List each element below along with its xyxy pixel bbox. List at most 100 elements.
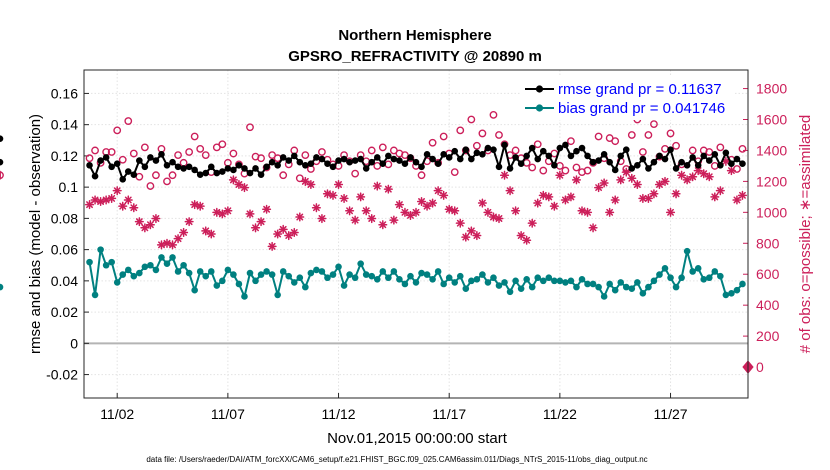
bias-point-77 xyxy=(512,277,519,285)
bias-point-66 xyxy=(451,279,459,286)
bias-point-11 xyxy=(147,261,154,269)
asterisk-stroke xyxy=(639,194,647,202)
assimilated-obs-marker-45 xyxy=(333,179,344,190)
rmse-point-118 xyxy=(739,160,746,168)
assimilated-obs-marker-52 xyxy=(372,181,382,191)
bias-point-117 xyxy=(733,286,741,294)
bias-point-103 xyxy=(656,271,663,278)
rmse-point-73 xyxy=(490,146,497,153)
assimilated-obs-marker-76 xyxy=(505,186,515,196)
rmse-point-101 xyxy=(645,165,652,172)
rmse-point-110 xyxy=(694,161,702,169)
assimilated-obs-marker-85 xyxy=(555,170,565,180)
assimilated-obs-marker-31 xyxy=(256,217,266,227)
rmse-point-99 xyxy=(634,161,641,169)
rmse-point-12 xyxy=(152,157,160,164)
asterisk-stroke xyxy=(490,213,497,221)
asterisk-stroke xyxy=(473,232,481,239)
bias-point-34 xyxy=(274,291,281,299)
bias-point-36 xyxy=(285,272,293,280)
asterisk-stroke xyxy=(301,177,309,185)
bias-point-116 xyxy=(728,290,735,297)
bias-point-85 xyxy=(556,277,564,285)
rmse-point-120 xyxy=(0,158,4,166)
possible-obs-marker-73 xyxy=(489,110,498,119)
assimilated-obs-marker-88 xyxy=(571,175,582,185)
assimilated-obs-marker-33 xyxy=(267,241,277,251)
bias-point-101 xyxy=(645,283,652,291)
asterisk-stroke xyxy=(368,215,376,222)
asterisk-stroke xyxy=(213,208,221,216)
asterisk-stroke xyxy=(224,207,232,215)
bias-point-64 xyxy=(440,280,447,288)
rmse-point-71 xyxy=(479,151,486,158)
y2-tick-label-7: 1400 xyxy=(756,142,787,158)
assimilated-obs-marker-1 xyxy=(90,195,100,205)
bias-point-107 xyxy=(678,274,685,282)
assimilated-obs-marker-20 xyxy=(195,201,205,211)
possible-obs-marker-70 xyxy=(472,141,481,150)
bias-point-84 xyxy=(551,277,558,285)
asterisk-stroke xyxy=(279,225,287,233)
legend-marker-rmse xyxy=(535,85,544,93)
y-tick-label-6: 0.1 xyxy=(59,179,79,195)
possible-obs-marker-31 xyxy=(257,154,265,163)
assimilated-obs-marker-71 xyxy=(477,198,487,208)
possible-obs-marker-15 xyxy=(168,171,177,180)
rmse-point-62 xyxy=(429,155,436,163)
asterisk-stroke xyxy=(246,210,254,218)
plot-frame xyxy=(83,69,749,399)
assimilated-obs-marker-115 xyxy=(721,156,731,166)
bias-point-23 xyxy=(213,282,221,289)
rmse-point-46 xyxy=(340,155,348,163)
asterisk-stroke xyxy=(169,241,176,249)
assimilated-obs-marker-7 xyxy=(123,195,133,205)
rmse-point-0 xyxy=(86,161,93,169)
rmse-point-84 xyxy=(551,161,558,169)
y-tick-label-1: 0 xyxy=(70,335,78,351)
asterisk-stroke xyxy=(357,193,365,201)
rmse-point-88 xyxy=(573,147,580,155)
possible-obs-marker-7 xyxy=(124,117,133,125)
possible-obs-marker-86 xyxy=(561,166,570,175)
assimilated-obs-marker-66 xyxy=(450,206,460,216)
y2-tick-label-5: 1000 xyxy=(756,204,787,220)
rmse-point-22 xyxy=(207,163,215,171)
assimilated-obs-marker-44 xyxy=(328,190,338,200)
assimilated-obs-marker-16 xyxy=(173,234,183,244)
series-lines xyxy=(0,135,746,300)
bias-point-15 xyxy=(169,254,176,261)
asterisk-stroke xyxy=(307,181,315,188)
rmse-point-35 xyxy=(279,154,287,161)
rmse-point-34 xyxy=(274,161,281,169)
rmse-point-102 xyxy=(650,158,658,166)
assimilated-obs-marker-4 xyxy=(107,193,117,203)
rmse-point-107 xyxy=(678,158,685,166)
y2-axis-ticks: 0 200 400 600 800 1000 1200 1400 1600 1800 xyxy=(743,81,787,375)
possible-obs-marker-14 xyxy=(163,177,171,186)
asterisk-stroke xyxy=(739,191,746,199)
assimilated-obs-marker-107 xyxy=(677,170,687,180)
bias-point-52 xyxy=(373,275,381,283)
asterisk-stroke xyxy=(163,239,171,247)
assimilated-obs-marker-43 xyxy=(322,189,333,199)
possible-obs-marker-105 xyxy=(666,129,675,138)
rmse-point-94 xyxy=(606,158,613,166)
rmse-point-25 xyxy=(224,165,232,172)
asterisk-stroke xyxy=(285,232,293,239)
asterisk-stroke xyxy=(263,205,271,213)
rmse-point-111 xyxy=(700,152,708,160)
data-file-footer: data file: /Users/raeder/DAI/ATM_forcXX/… xyxy=(146,455,647,464)
assimilated-obs-marker-60 xyxy=(416,196,427,207)
assimilated-obs-marker-13 xyxy=(156,240,167,250)
rmse-point-108 xyxy=(683,161,691,169)
assimilated-obs-marker-37 xyxy=(289,227,299,238)
asterisk-stroke xyxy=(595,184,603,192)
assimilated-obs-marker-103 xyxy=(654,179,665,190)
asterisk-stroke xyxy=(484,208,492,216)
rmse-point-16 xyxy=(174,163,182,171)
possible-obs-marker-8 xyxy=(129,149,138,158)
bias-point-106 xyxy=(672,283,680,291)
rmse-point-103 xyxy=(656,152,663,160)
asterisk-stroke xyxy=(119,202,127,210)
